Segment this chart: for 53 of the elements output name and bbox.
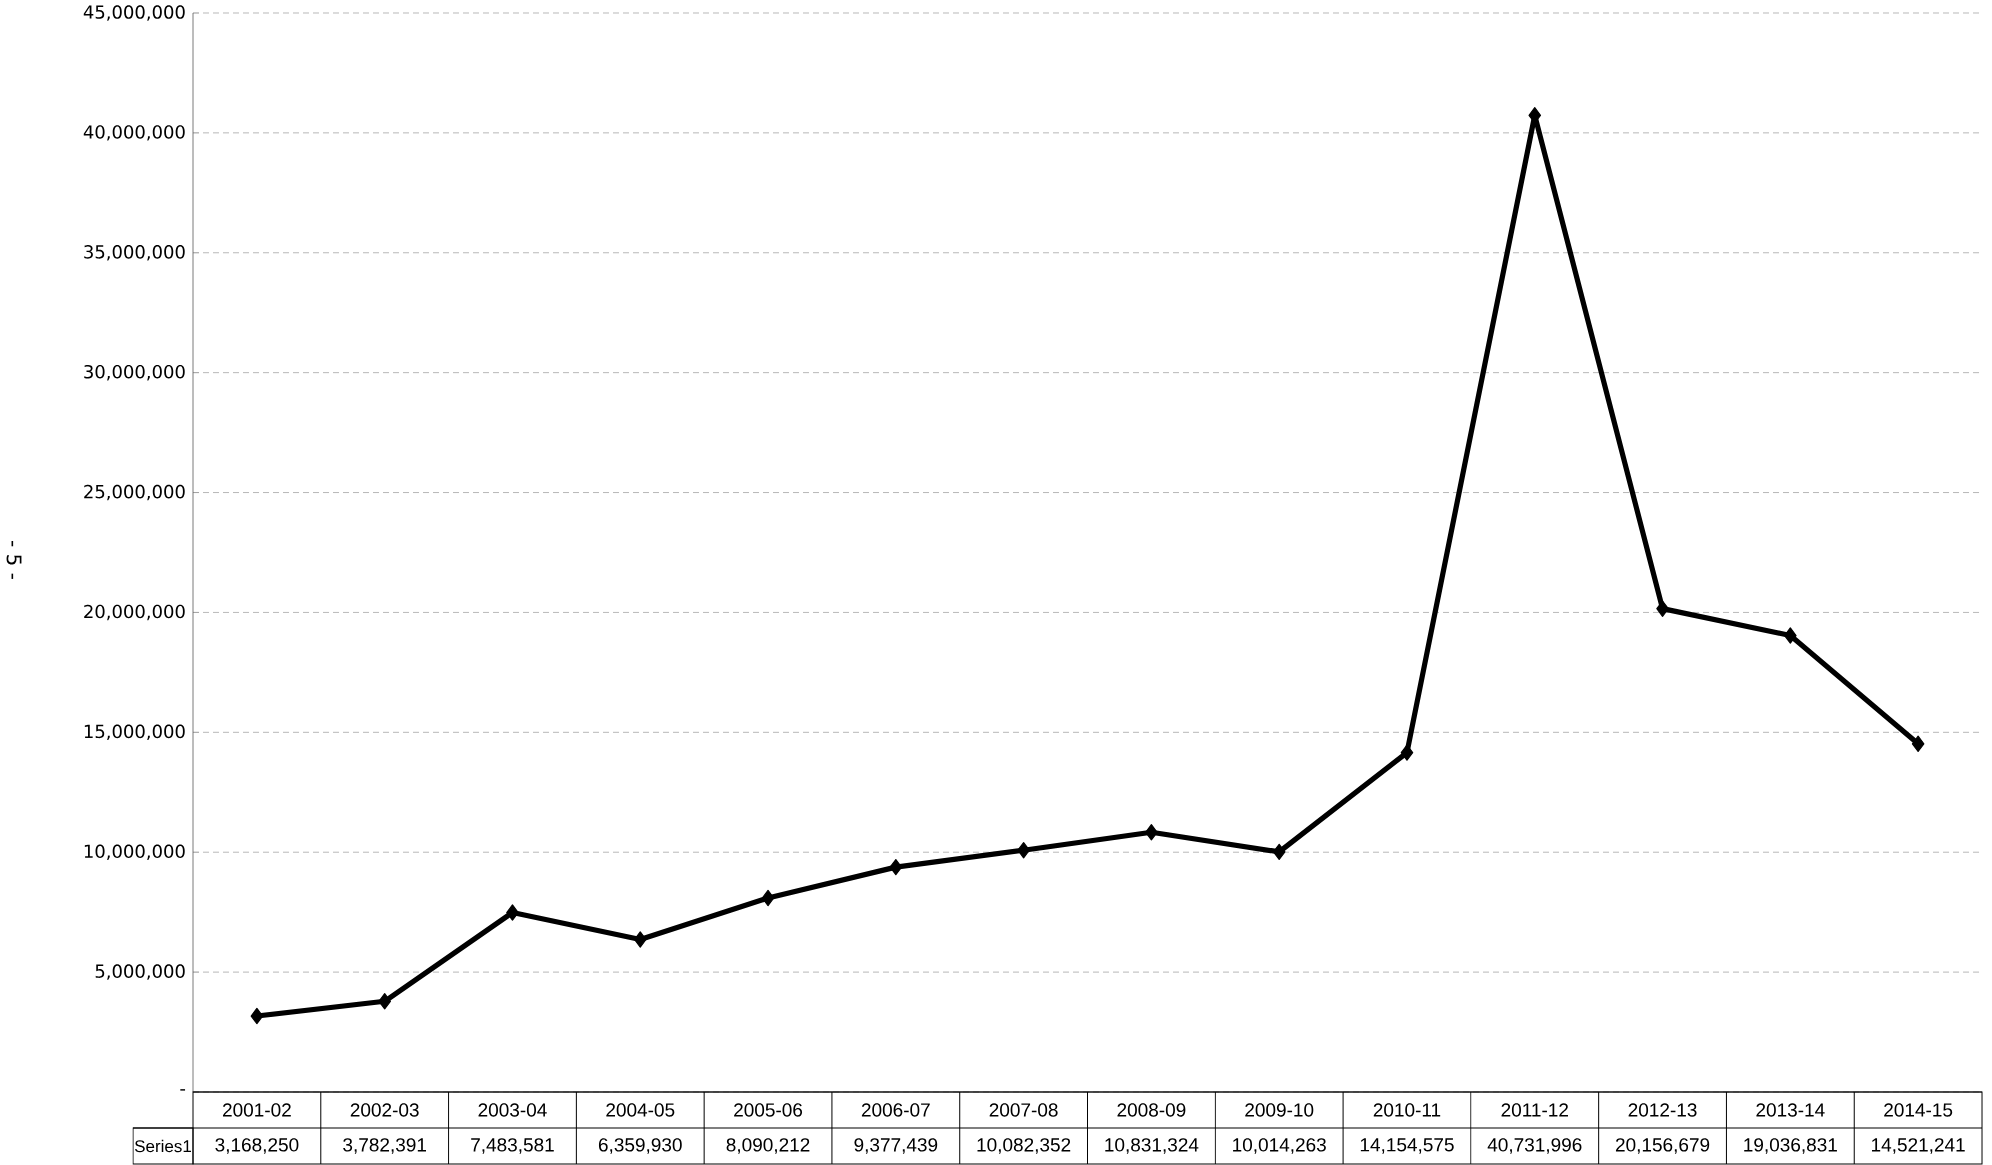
- y-tick-label: 25,000,000: [84, 484, 185, 501]
- text: Series1: [134, 1139, 191, 1153]
- point: [1400, 744, 1414, 761]
- point: [250, 1007, 264, 1025]
- y-tick-label: -: [180, 1089, 186, 1091]
- data-label: 8,090,212: [726, 1138, 810, 1154]
- y-tick-label: 45,000,000: [83, 5, 185, 21]
- x-tick-label: 2014-15: [1884, 1103, 1953, 1117]
- data-label: 6,359,930: [598, 1138, 682, 1154]
- y-tick-label: 10,000,000: [84, 844, 185, 860]
- x-tick-label: 2002-03: [350, 1103, 419, 1117]
- x-tick-label: 2003-04: [478, 1103, 547, 1117]
- point: [633, 931, 647, 948]
- data-label: 7,483,581: [471, 1138, 554, 1154]
- point: [761, 889, 775, 907]
- x-tick-label: 2010-11: [1373, 1103, 1441, 1117]
- y-tick-label: 35,000,000: [84, 245, 185, 261]
- x-tick-label: 2001-02: [222, 1103, 291, 1117]
- x-tick-label: 2008-09: [1117, 1103, 1186, 1117]
- x-tick-label: 2005-06: [734, 1103, 803, 1117]
- data-label: 3,782,391: [343, 1138, 426, 1154]
- x-tick-label: 2004-05: [606, 1103, 675, 1117]
- point: [1656, 600, 1669, 617]
- point: [1784, 627, 1797, 644]
- x-tick-label: 2007-08: [989, 1103, 1058, 1117]
- y-tick-label: 40,000,000: [83, 125, 185, 141]
- point: [1272, 843, 1286, 861]
- data-label: 10,831,324: [1105, 1138, 1199, 1154]
- data-label: 9,377,439: [854, 1138, 938, 1154]
- data-label: 10,082,352: [977, 1138, 1071, 1154]
- y-tick-label: 20,000,000: [84, 604, 185, 621]
- x-tick-label: 2009-10: [1245, 1103, 1314, 1117]
- x-tick-label: 2011-12: [1501, 1103, 1568, 1117]
- x-tick-label: 2006-07: [861, 1103, 930, 1117]
- y-tick-label: 15,000,000: [84, 724, 185, 741]
- data-label: 10,014,263: [1233, 1138, 1326, 1154]
- point: [506, 904, 519, 921]
- text: - 5 -: [6, 541, 22, 579]
- data-label: 40,731,996: [1487, 1138, 1582, 1154]
- x-tick-label: 2013-14: [1756, 1103, 1825, 1117]
- x-tick-label: 2012-13: [1628, 1103, 1697, 1117]
- data-label: 3,168,250: [215, 1138, 299, 1154]
- point: [378, 993, 391, 1010]
- data-label: 14,521,241: [1872, 1138, 1965, 1154]
- point: [889, 858, 903, 876]
- y-tick-label: 5,000,000: [95, 964, 185, 980]
- point: [1017, 842, 1030, 859]
- data-label: 19,036,831: [1744, 1138, 1837, 1154]
- y-tick-label: 30,000,000: [84, 364, 185, 381]
- data-label: 14,154,575: [1360, 1138, 1454, 1154]
- point: [1911, 735, 1925, 752]
- data-label: 20,156,679: [1615, 1138, 1710, 1154]
- point: [1145, 824, 1158, 841]
